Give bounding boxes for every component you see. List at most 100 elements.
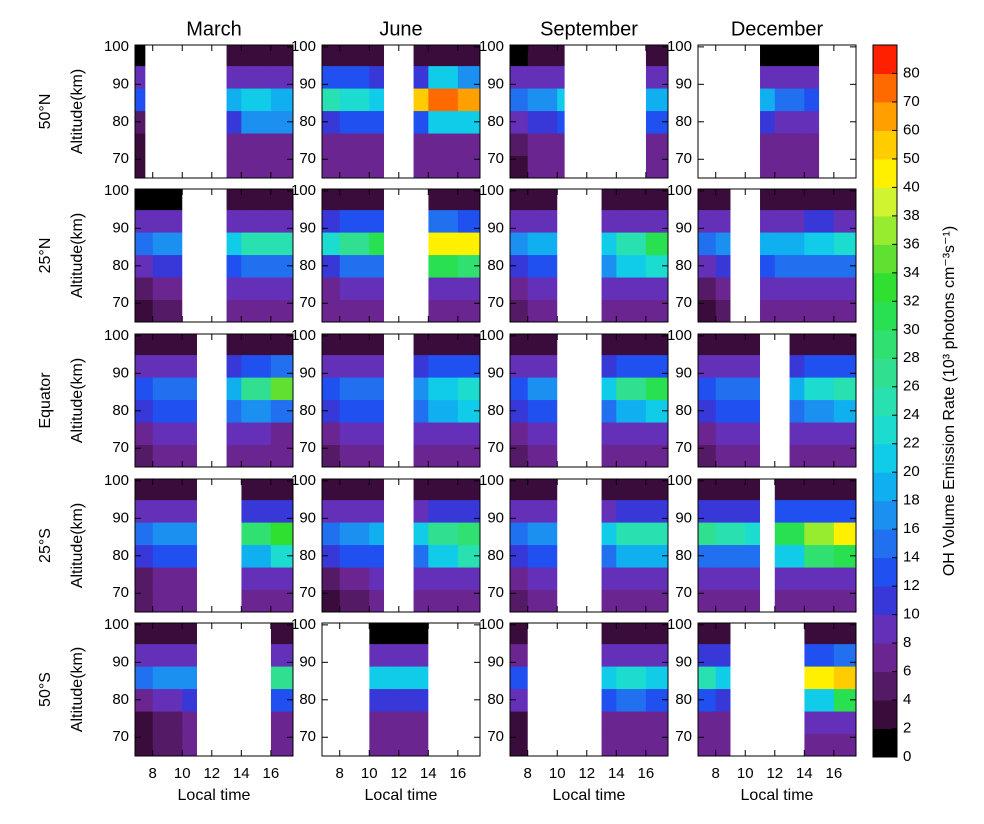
cell xyxy=(774,499,805,523)
cell xyxy=(833,499,856,523)
cell xyxy=(774,544,805,568)
panel-frame xyxy=(321,478,481,613)
panel xyxy=(510,45,668,178)
cell xyxy=(322,377,341,401)
cell xyxy=(645,299,668,322)
cell xyxy=(833,623,856,645)
cell xyxy=(804,377,835,401)
column-title: September xyxy=(540,18,638,40)
colorbar-tick-label: 34 xyxy=(903,264,920,281)
cell xyxy=(428,88,459,112)
panel xyxy=(322,334,480,467)
cell xyxy=(616,232,647,256)
colorbar-segment xyxy=(873,557,897,587)
cell xyxy=(339,354,370,378)
cell xyxy=(715,567,746,591)
cell xyxy=(774,189,805,211)
x-tick-label: 8 xyxy=(712,765,720,782)
colorbar-tick-label: 4 xyxy=(903,691,911,708)
cell xyxy=(369,711,400,735)
x-tick-label: 12 xyxy=(766,765,783,782)
y-tick-label: 100 xyxy=(479,327,504,344)
cell xyxy=(135,522,154,546)
x-tick-label: 14 xyxy=(420,765,437,782)
cell xyxy=(241,189,272,211)
cell xyxy=(804,711,835,735)
y-tick-label: 100 xyxy=(667,38,692,55)
y-tick-label: 100 xyxy=(291,327,316,344)
cell xyxy=(510,688,529,712)
cell xyxy=(804,544,835,568)
colorbar-tick-label: 70 xyxy=(903,93,920,110)
y-tick-label: 80 xyxy=(299,402,316,419)
colorbar-tick-label: 38 xyxy=(903,207,920,224)
cell xyxy=(428,589,459,612)
cell xyxy=(527,189,558,211)
cell xyxy=(369,733,400,756)
cell xyxy=(527,479,558,501)
cell xyxy=(833,733,856,756)
y-tick-label: 80 xyxy=(487,113,504,130)
cell xyxy=(152,522,183,546)
x-tick-label: 12 xyxy=(390,765,407,782)
cell xyxy=(804,399,835,423)
cell xyxy=(645,88,668,112)
x-tick-label: 16 xyxy=(638,765,655,782)
y-axis-label: Altitude(km) xyxy=(69,69,86,154)
cell xyxy=(339,155,370,178)
cell xyxy=(270,711,293,735)
panel-frame xyxy=(321,188,481,323)
cell xyxy=(339,567,370,591)
cell xyxy=(616,354,647,378)
cell xyxy=(241,88,272,112)
cell xyxy=(715,334,746,356)
cell xyxy=(428,499,459,523)
cell xyxy=(645,254,668,278)
y-tick-label: 80 xyxy=(112,402,129,419)
cell xyxy=(645,544,668,568)
cell xyxy=(398,623,429,645)
panel-frame xyxy=(509,478,669,613)
cell xyxy=(510,399,529,423)
y-tick-label: 90 xyxy=(112,364,129,381)
cell xyxy=(339,589,370,612)
cell xyxy=(510,589,529,612)
cell xyxy=(616,422,647,446)
gap xyxy=(384,479,414,612)
cell xyxy=(774,479,805,501)
panel-frame xyxy=(321,333,481,468)
cell xyxy=(241,377,272,401)
cell xyxy=(527,399,558,423)
gap xyxy=(384,334,414,467)
cell xyxy=(339,522,370,546)
cell xyxy=(398,643,429,667)
cell xyxy=(322,399,341,423)
cell xyxy=(428,567,459,591)
y-tick-label: 70 xyxy=(112,439,129,456)
cell xyxy=(510,623,529,645)
cell xyxy=(527,522,558,546)
cell xyxy=(135,209,154,233)
cell xyxy=(322,189,341,211)
gap xyxy=(197,623,271,756)
colorbar-tick-label: 2 xyxy=(903,719,911,736)
panel xyxy=(135,479,293,612)
cell xyxy=(645,354,668,378)
panel xyxy=(510,623,668,756)
cell xyxy=(270,623,293,645)
gap xyxy=(428,623,480,756)
cell xyxy=(833,589,856,612)
cell xyxy=(616,299,647,322)
cell xyxy=(698,688,717,712)
cell xyxy=(152,544,183,568)
colorbar-segment xyxy=(873,443,897,473)
cell xyxy=(428,479,459,501)
y-tick-label: 100 xyxy=(104,327,129,344)
cell xyxy=(698,666,717,690)
cell xyxy=(645,623,668,645)
x-tick-label: 14 xyxy=(608,765,625,782)
panel-frame xyxy=(509,622,669,757)
cell xyxy=(369,666,400,690)
cell xyxy=(645,522,668,546)
cell xyxy=(241,479,272,501)
